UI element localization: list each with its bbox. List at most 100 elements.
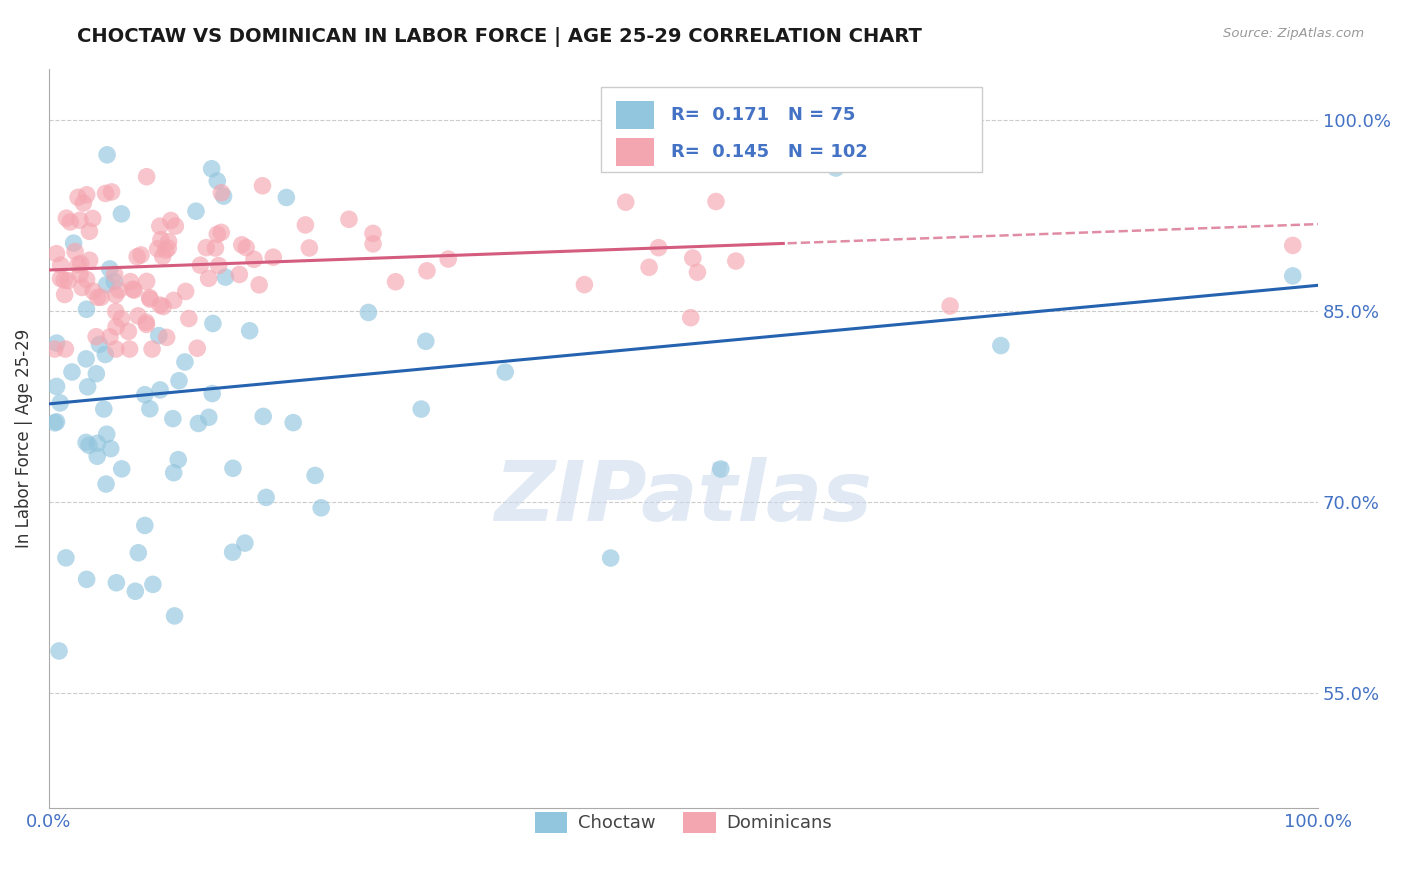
Point — [361, 227, 384, 241]
Point — [84, 329, 107, 343]
Point — [63, 244, 86, 259]
Point — [188, 258, 211, 272]
Text: ZIPatlas: ZIPatlas — [495, 457, 873, 538]
Point — [239, 324, 262, 338]
Point — [167, 452, 190, 467]
Point — [48, 644, 70, 658]
Point — [201, 386, 224, 401]
Point — [53, 342, 76, 356]
Point — [167, 374, 190, 388]
Point — [69, 268, 91, 282]
Point — [201, 161, 224, 176]
Point — [155, 243, 177, 257]
Point — [294, 218, 316, 232]
Point — [152, 249, 174, 263]
Point — [148, 328, 170, 343]
Point — [824, 161, 846, 175]
Point — [120, 275, 142, 289]
Point — [939, 299, 962, 313]
Point — [174, 355, 197, 369]
Point — [437, 252, 460, 266]
Point — [247, 277, 270, 292]
Point — [62, 236, 84, 251]
Point — [139, 292, 162, 306]
Point — [127, 250, 149, 264]
Point — [686, 265, 709, 279]
Point — [416, 264, 439, 278]
Point — [157, 235, 180, 249]
Point — [55, 211, 77, 226]
Point — [163, 466, 186, 480]
Point — [679, 310, 702, 325]
Point — [104, 304, 127, 318]
Point — [45, 246, 67, 260]
Point — [141, 342, 163, 356]
Point — [67, 190, 90, 204]
Point — [90, 290, 112, 304]
Point — [82, 211, 104, 226]
Point — [76, 302, 98, 317]
Point — [146, 242, 169, 256]
Point — [177, 311, 200, 326]
Point — [638, 260, 661, 275]
Point — [599, 551, 621, 566]
Point — [76, 572, 98, 586]
Y-axis label: In Labor Force | Age 25-29: In Labor Force | Age 25-29 — [15, 328, 32, 548]
Point — [384, 275, 406, 289]
Point — [49, 271, 72, 285]
Point — [283, 416, 305, 430]
Point — [122, 282, 145, 296]
Point — [174, 285, 197, 299]
Bar — [616, 101, 654, 129]
Point — [76, 187, 98, 202]
Point — [208, 259, 231, 273]
Point — [298, 241, 321, 255]
Point — [357, 305, 380, 319]
Point — [233, 536, 256, 550]
Point — [75, 351, 97, 366]
Point — [415, 334, 437, 349]
Point — [59, 215, 82, 229]
Text: R=  0.145   N = 102: R= 0.145 N = 102 — [671, 143, 868, 161]
Point — [69, 256, 91, 270]
Point — [337, 212, 360, 227]
Point — [152, 300, 174, 314]
Point — [45, 379, 67, 393]
Point — [221, 545, 243, 559]
Point — [165, 219, 187, 233]
Point — [79, 253, 101, 268]
Point — [127, 309, 149, 323]
Point — [724, 254, 747, 268]
Point — [98, 261, 121, 276]
Point — [187, 417, 209, 431]
Point — [1281, 268, 1303, 283]
Point — [104, 342, 127, 356]
Point — [44, 342, 66, 356]
Point — [105, 319, 128, 334]
Point — [135, 318, 157, 332]
Point — [195, 241, 218, 255]
Point — [94, 347, 117, 361]
Point — [76, 380, 98, 394]
Point — [411, 402, 433, 417]
Point — [614, 195, 637, 210]
Point — [94, 477, 117, 491]
Point — [110, 207, 132, 221]
Point — [49, 258, 72, 272]
Point — [184, 204, 207, 219]
Text: R=  0.171   N = 75: R= 0.171 N = 75 — [671, 106, 855, 124]
Point — [163, 608, 186, 623]
Point — [204, 241, 226, 255]
Point — [135, 275, 157, 289]
Point — [163, 293, 186, 308]
Point — [110, 311, 132, 326]
Point — [103, 275, 125, 289]
Point — [149, 233, 172, 247]
Point — [186, 341, 208, 355]
Point — [122, 283, 145, 297]
Point — [138, 291, 160, 305]
Point — [1281, 238, 1303, 252]
Point — [79, 224, 101, 238]
Point — [100, 185, 122, 199]
Point — [86, 436, 108, 450]
